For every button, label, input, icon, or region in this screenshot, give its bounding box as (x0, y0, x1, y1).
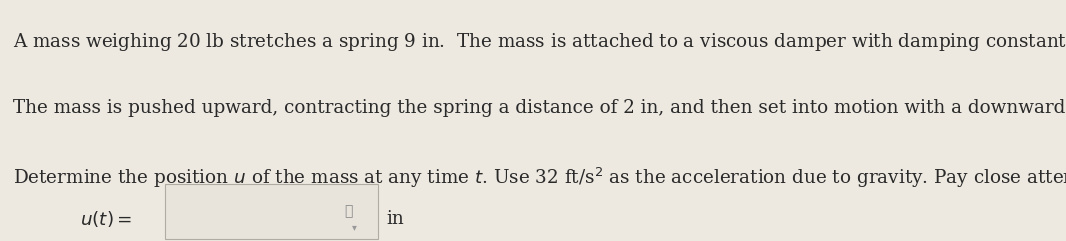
Text: The mass is pushed upward, contracting the spring a distance of 2 in, and then s: The mass is pushed upward, contracting t… (13, 99, 1066, 117)
Text: ▾: ▾ (352, 222, 356, 232)
Text: Determine the position $u$ of the mass at any time $t$. Use 32 ft/s$^2$ as the a: Determine the position $u$ of the mass a… (13, 166, 1066, 190)
Text: 🖊: 🖊 (344, 204, 353, 219)
Text: A mass weighing 20 lb stretches a spring 9 in.  The mass is attached to a viscou: A mass weighing 20 lb stretches a spring… (13, 31, 1066, 53)
Text: in: in (386, 210, 404, 228)
FancyBboxPatch shape (165, 184, 378, 239)
Text: $u(t) =$: $u(t) =$ (80, 209, 132, 229)
